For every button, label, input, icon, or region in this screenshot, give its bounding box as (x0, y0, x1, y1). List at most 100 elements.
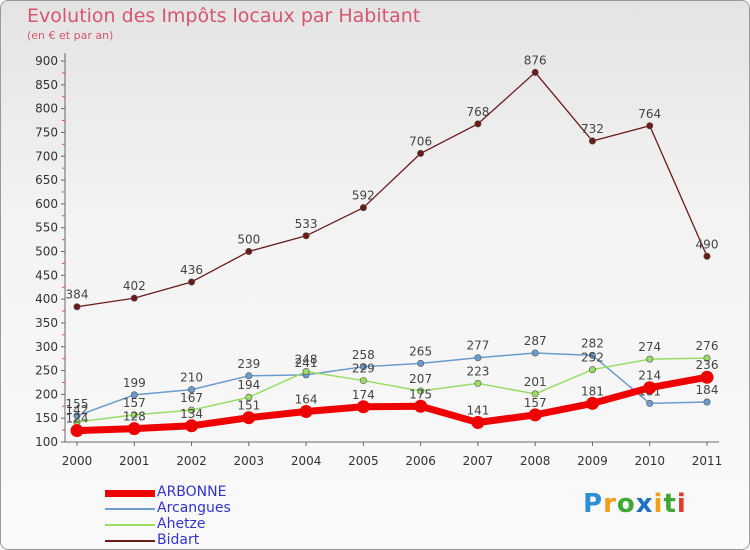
data-label-bidart: 706 (409, 134, 432, 148)
data-label-arbonne: 164 (295, 393, 318, 407)
x-tick-label: 2005 (348, 454, 379, 468)
data-label-arbonne: 175 (409, 387, 432, 401)
data-label-bidart: 768 (466, 105, 489, 119)
y-tick-label: 750 (35, 125, 58, 139)
y-tick-label: 450 (35, 268, 58, 282)
data-point-bidart (245, 248, 253, 256)
y-tick-label: 400 (35, 292, 58, 306)
y-tick-label: 850 (35, 78, 58, 92)
y-tick-label: 300 (35, 340, 58, 354)
data-point-arbonne (127, 422, 141, 436)
x-tick-label: 2003 (234, 454, 265, 468)
data-point-bidart (474, 120, 482, 128)
legend-label: ARBONNE (157, 484, 227, 500)
data-label-arcangues: 241 (295, 356, 318, 370)
data-label-bidart: 592 (352, 189, 375, 203)
series-line-bidart (76, 71, 708, 308)
data-label-arbonne: 214 (638, 369, 661, 383)
data-point-arbonne (356, 400, 370, 414)
data-label-ahetze: 229 (352, 362, 375, 376)
data-label-arbonne: 236 (696, 358, 719, 372)
data-point-bidart (417, 149, 425, 157)
legend-swatch (105, 524, 155, 526)
data-label-arcangues: 282 (581, 336, 604, 350)
data-label-ahetze: 142 (66, 403, 89, 417)
data-label-arbonne: 151 (237, 399, 260, 413)
data-label-arbonne: 134 (180, 407, 203, 421)
x-tick-label: 2006 (405, 454, 436, 468)
data-label-bidart: 402 (123, 279, 146, 293)
x-tick-label: 2001 (119, 454, 150, 468)
data-point-bidart (703, 252, 711, 260)
y-tick-label: 700 (35, 149, 58, 163)
data-label-arbonne: 141 (466, 403, 489, 417)
y-tick-label: 150 (35, 411, 58, 425)
data-point-arbonne (242, 411, 256, 425)
y-tick-label: 900 (35, 54, 58, 68)
x-tick-label: 2007 (463, 454, 494, 468)
data-point-bidart (130, 294, 138, 302)
data-label-ahetze: 274 (638, 340, 661, 354)
data-point-arcangues (130, 391, 138, 399)
data-point-arcangues (531, 349, 539, 357)
x-tick-label: 2004 (291, 454, 322, 468)
data-point-arcangues (245, 372, 253, 380)
data-point-bidart (73, 303, 81, 311)
data-point-ahetze (245, 393, 253, 401)
data-label-bidart: 490 (696, 237, 719, 251)
data-label-arcangues: 287 (524, 334, 547, 348)
data-point-ahetze (188, 406, 196, 414)
data-label-ahetze: 276 (696, 339, 719, 353)
data-label-ahetze: 252 (581, 351, 604, 365)
data-label-bidart: 384 (66, 288, 89, 302)
chart-subtitle: (en € et par an) (27, 29, 114, 42)
data-point-arcangues (417, 359, 425, 367)
data-label-bidart: 732 (581, 122, 604, 136)
series-line-arbonne (73, 373, 711, 435)
data-point-ahetze (474, 379, 482, 387)
data-label-arcangues: 210 (180, 371, 203, 385)
data-point-ahetze (302, 368, 310, 376)
y-tick-label: 200 (35, 387, 58, 401)
chart-title: Evolution des Impôts locaux par Habitant (27, 5, 421, 27)
data-point-arcangues (474, 354, 482, 362)
data-point-arbonne (471, 415, 485, 429)
data-point-arbonne (585, 396, 599, 410)
data-label-ahetze: 223 (466, 364, 489, 378)
y-tick-label: 550 (35, 221, 58, 235)
data-point-bidart (188, 278, 196, 286)
data-label-arbonne: 157 (524, 396, 547, 410)
data-label-arcangues: 258 (352, 348, 375, 362)
data-point-arbonne (700, 370, 714, 384)
data-point-ahetze (531, 390, 539, 398)
x-tick-label: 2009 (577, 454, 608, 468)
data-label-arbonne: 181 (581, 384, 604, 398)
data-point-ahetze (588, 366, 596, 374)
data-label-arcangues: 265 (409, 344, 432, 358)
data-point-bidart (531, 68, 539, 76)
data-point-arbonne (528, 408, 542, 422)
data-label-ahetze: 157 (123, 396, 146, 410)
data-point-arbonne (643, 381, 657, 395)
data-label-ahetze: 194 (237, 378, 260, 392)
data-point-bidart (646, 122, 654, 130)
data-point-bidart (359, 204, 367, 212)
data-point-ahetze (703, 354, 711, 362)
data-point-arbonne (414, 399, 428, 413)
data-label-arcangues: 239 (237, 357, 260, 371)
proxiti-logo: Proxiti (583, 489, 687, 519)
y-tick-label: 650 (35, 173, 58, 187)
data-point-arcangues (588, 351, 596, 359)
data-point-ahetze (417, 387, 425, 395)
data-label-arbonne: 128 (123, 410, 146, 424)
line-chart: 100 150 200 250 300 350 400 450 500 550 600 650 700 7… (35, 53, 722, 468)
data-label-arcangues: 155 (66, 397, 89, 411)
y-tick-label: 500 (35, 245, 58, 259)
legend-swatch (105, 540, 155, 542)
data-label-bidart: 436 (180, 263, 203, 277)
series-line-arcangues (76, 352, 708, 417)
data-label-arcangues: 184 (696, 383, 719, 397)
data-label-ahetze: 201 (524, 375, 547, 389)
data-label-ahetze: 167 (180, 391, 203, 405)
data-point-arbonne (299, 405, 313, 419)
